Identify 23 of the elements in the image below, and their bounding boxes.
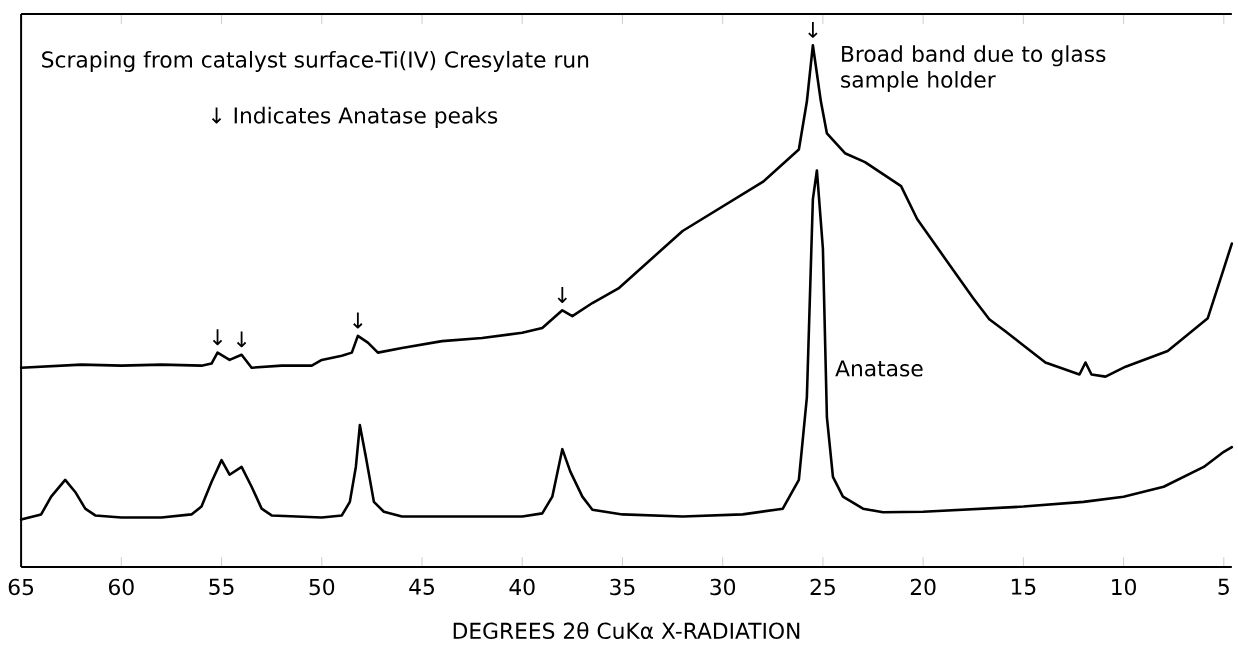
x-tick-label: 60 [108,578,134,596]
x-tick-label: 10 [1112,578,1136,596]
x-tick-label: 25 [810,578,835,596]
x-tick-label: 20 [910,578,936,596]
x-tick-label: 30 [710,578,736,596]
annotation: Broad band due to glass sample holder [841,45,1106,92]
x-axis-title: DEGREES 2θ CuKα X-RADIATION [453,621,800,639]
x-tick-label: 40 [509,578,535,596]
x-tick-label: 65 [8,578,34,596]
x-tick-label: 35 [610,578,635,596]
x-tick-label: 15 [1011,578,1036,595]
x-tick-label: 5 [1218,578,1229,595]
annotation: ↓ [236,331,247,348]
annotation: ↓ [353,312,363,329]
annotation: ↓ [212,329,223,346]
annotation: ↓ [808,21,818,38]
annotation: ↓ Indicates Anatase peaks [211,106,498,128]
x-tick-label: 45 [409,578,434,595]
annotation: Scraping from catalyst surface-Ti(IV) Cresylate run [42,50,589,72]
annotation: Anatase [835,360,923,377]
x-tick-label: 50 [309,578,335,596]
x-tick-label: 55 [209,578,234,595]
annotation: ↓ [557,286,567,303]
